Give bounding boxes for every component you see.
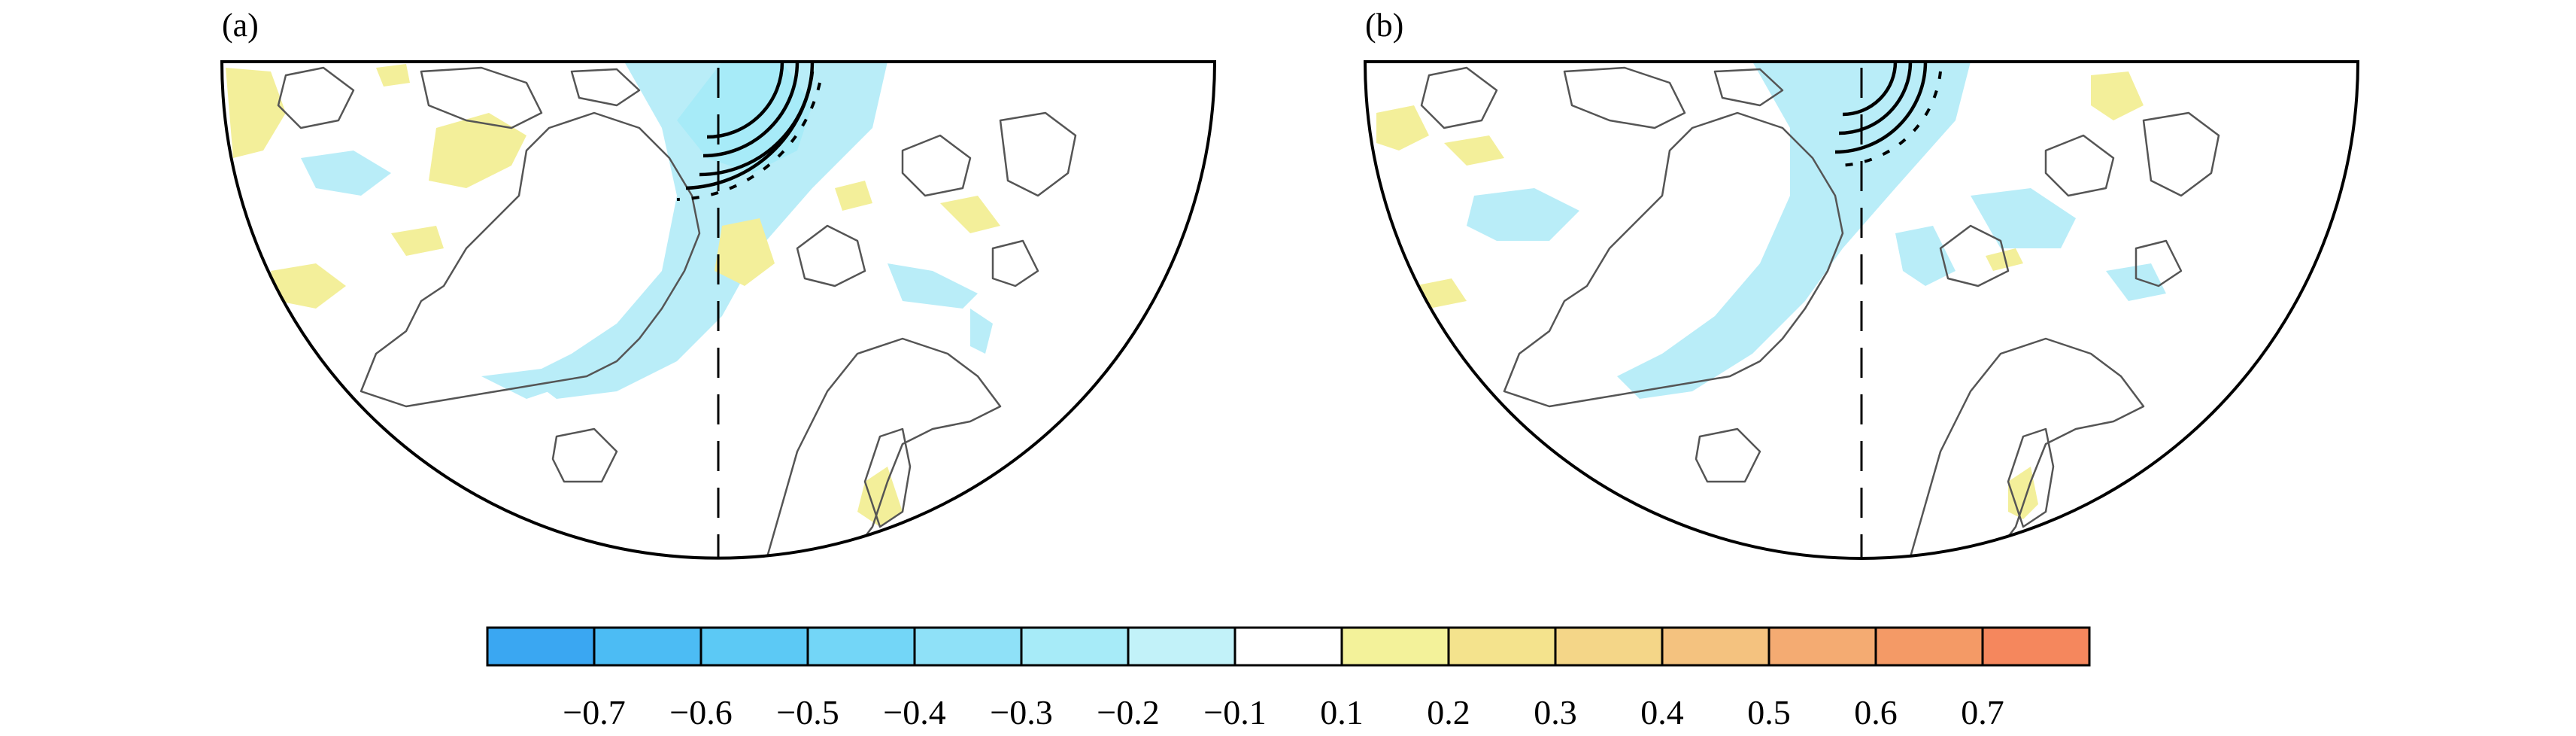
- colorbar-cell: [806, 626, 916, 667]
- colorbar-tick-label: 0.6: [1854, 693, 1898, 731]
- colorbar-tick-label: 0.4: [1640, 693, 1684, 731]
- panel-b-significance-contours: [1834, 62, 1942, 168]
- colorbar-cells: [486, 626, 2091, 667]
- colorbar-tick-label: 0.7: [1961, 693, 2004, 731]
- panel-b-negative-shading: [1467, 62, 2166, 399]
- panel-b-coastlines: [1420, 66, 2220, 558]
- colorbar-cell: [1767, 626, 1877, 667]
- colorbar-cell: [1661, 626, 1770, 667]
- colorbar-tick-label: −0.6: [669, 693, 732, 731]
- colorbar-cell: [1233, 626, 1343, 667]
- colorbar-tick-label: −0.4: [883, 693, 945, 731]
- colorbar-tick-label: −0.5: [776, 693, 839, 731]
- colorbar-tick-label: 0.5: [1747, 693, 1791, 731]
- panel-b-map: [1376, 62, 2220, 558]
- colorbar-cell: [1020, 626, 1130, 667]
- colorbar-ticks: −0.7 −0.6 −0.5 −0.4 −0.3 −0.2 −0.1 0.1 0.2 0.3 0.4…: [563, 693, 2004, 731]
- colorbar-tick-label: −0.1: [1203, 693, 1266, 731]
- panel-b: (b): [1363, 7, 2360, 560]
- colorbar-cell: [1981, 626, 2091, 667]
- panel-a-negative-shading: [301, 62, 993, 399]
- colorbar-tick-label: 0.1: [1320, 693, 1364, 731]
- colorbar-tick-label: 0.3: [1534, 693, 1577, 731]
- panel-b-label: (b): [1365, 7, 1403, 44]
- colorbar-cell: [1554, 626, 1664, 667]
- colorbar-tick-label: −0.7: [563, 693, 625, 731]
- colorbar: −0.7 −0.6 −0.5 −0.4 −0.3 −0.2 −0.1 0.1 0.2 0.3 0.4…: [486, 626, 2091, 731]
- colorbar-cell: [1874, 626, 1984, 667]
- colorbar-cell: [593, 626, 702, 667]
- panel-a: (a): [220, 7, 1217, 560]
- panel-a-frame: [220, 60, 1217, 560]
- colorbar-cell: [913, 626, 1023, 667]
- colorbar-tick-label: 0.2: [1427, 693, 1470, 731]
- panel-a-label: (a): [222, 7, 259, 44]
- colorbar-cell: [1340, 626, 1450, 667]
- colorbar-cell: [699, 626, 809, 667]
- colorbar-cell: [486, 626, 596, 667]
- panel-a-positive-shading: [226, 64, 1000, 527]
- colorbar-tick-label: −0.2: [1097, 693, 1159, 731]
- colorbar-tick-label: −0.3: [990, 693, 1052, 731]
- panel-a-map: [226, 62, 1077, 558]
- colorbar-cell: [1447, 626, 1557, 667]
- panel-a-coastlines: [277, 66, 1077, 558]
- panel-a-significance-contours: [676, 62, 821, 201]
- colorbar-cell: [1127, 626, 1236, 667]
- panel-b-frame: [1363, 60, 2360, 560]
